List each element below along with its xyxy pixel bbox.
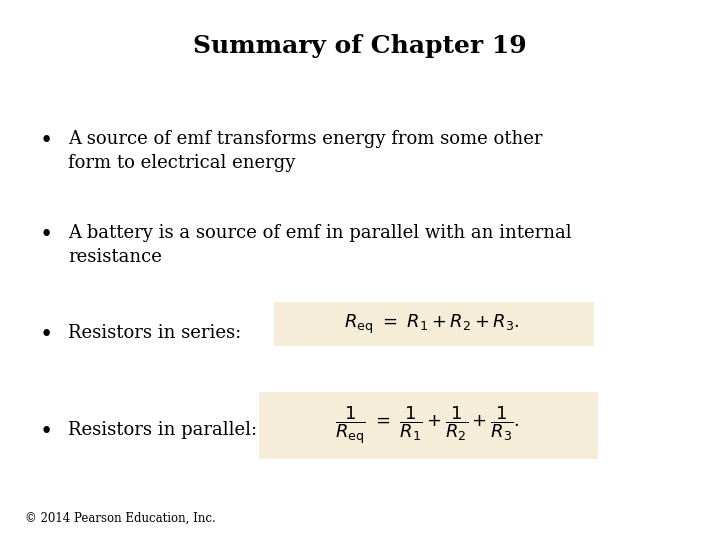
Text: © 2014 Pearson Education, Inc.: © 2014 Pearson Education, Inc. bbox=[25, 512, 216, 525]
Text: Resistors in series:: Resistors in series: bbox=[68, 324, 242, 342]
Text: •: • bbox=[40, 130, 53, 152]
Text: •: • bbox=[40, 324, 53, 346]
Text: $R_{\mathrm{eq}}\ =\ R_1 + R_2 + R_3.$: $R_{\mathrm{eq}}\ =\ R_1 + R_2 + R_3.$ bbox=[344, 313, 520, 335]
Text: Summary of Chapter 19: Summary of Chapter 19 bbox=[193, 34, 527, 58]
Text: •: • bbox=[40, 421, 53, 443]
Text: •: • bbox=[40, 224, 53, 246]
Text: Resistors in parallel:: Resistors in parallel: bbox=[68, 421, 258, 439]
Text: A battery is a source of emf in parallel with an internal
resistance: A battery is a source of emf in parallel… bbox=[68, 224, 572, 266]
Text: A source of emf transforms energy from some other
form to electrical energy: A source of emf transforms energy from s… bbox=[68, 130, 543, 172]
FancyBboxPatch shape bbox=[259, 392, 598, 459]
Text: $\dfrac{1}{R_{\mathrm{eq}}}\ =\ \dfrac{1}{R_1} + \dfrac{1}{R_2} + \dfrac{1}{R_3}: $\dfrac{1}{R_{\mathrm{eq}}}\ =\ \dfrac{1… bbox=[335, 404, 519, 446]
FancyBboxPatch shape bbox=[274, 302, 594, 346]
